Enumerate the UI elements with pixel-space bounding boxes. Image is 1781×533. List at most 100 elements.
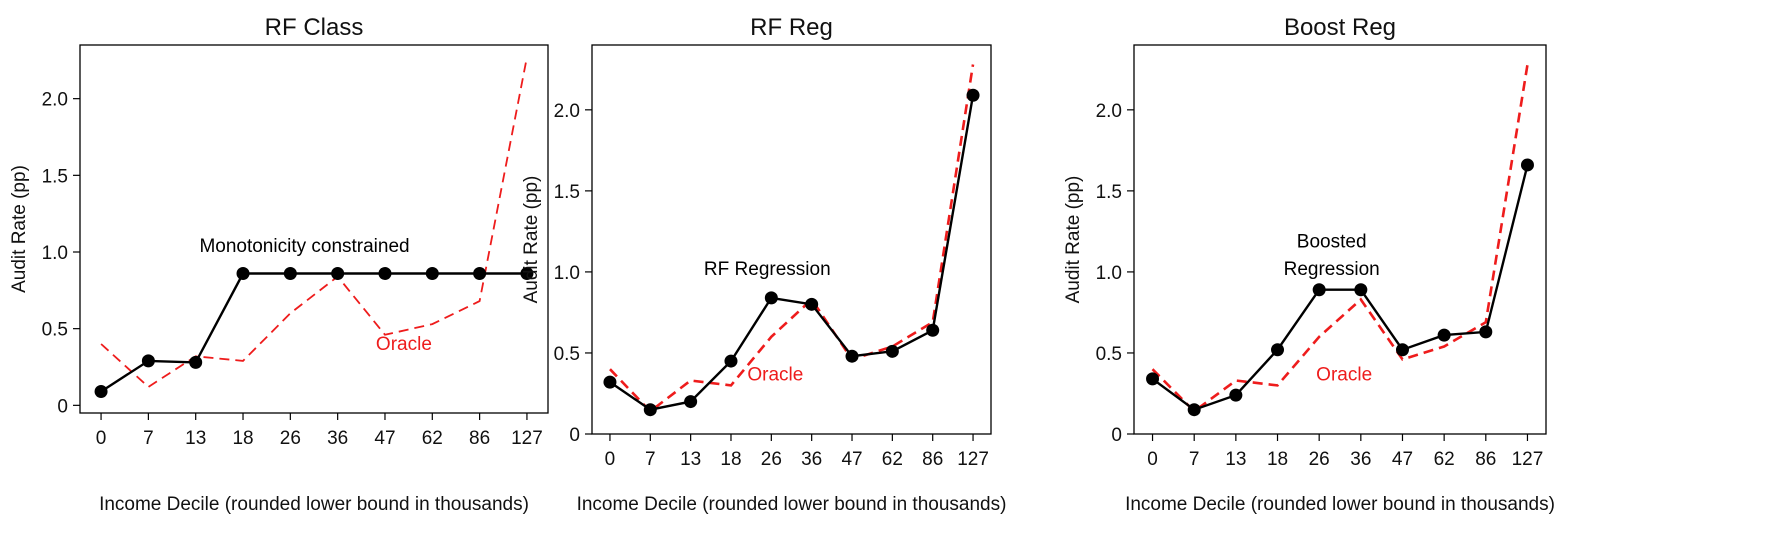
data-point [1312, 283, 1326, 297]
data-point [1395, 343, 1409, 357]
data-point [1437, 328, 1451, 342]
x-tick-label: 26 [1309, 449, 1330, 470]
x-tick-label: 0 [605, 449, 616, 470]
x-tick-label: 13 [680, 449, 701, 470]
series-line-oracle [100, 57, 528, 389]
x-axis-label: Income Decile (rounded lower bound in th… [577, 494, 1007, 515]
x-tick-label: 47 [841, 449, 862, 470]
data-point [1229, 388, 1243, 402]
chart-panel-1: RF Class 0 7 13 18 26 36 47 62 86 127 0 0.5 1.0 1.5 2.0… [9, 14, 549, 515]
x-tick-label: 47 [374, 428, 395, 449]
y-tick-label: 1.5 [1096, 182, 1122, 203]
data-point [520, 266, 534, 280]
series-line-oracle [1151, 64, 1529, 414]
data-point [1271, 343, 1285, 357]
data-point [845, 349, 859, 363]
plot-frame [591, 44, 992, 435]
x-tick-label: 7 [645, 449, 656, 470]
x-tick-label: 18 [720, 449, 741, 470]
y-tick-label: 2.0 [42, 90, 68, 111]
annotation-label: Oracle [1316, 365, 1372, 386]
data-point [926, 323, 940, 337]
data-point [331, 266, 345, 280]
x-tick-label: 127 [511, 428, 543, 449]
x-tick-label: 0 [96, 428, 107, 449]
x-tick-label: 47 [1392, 449, 1413, 470]
x-axis-label: Income Decile (rounded lower bound in th… [99, 494, 529, 515]
x-tick-label: 26 [761, 449, 782, 470]
x-tick-label: 7 [143, 428, 154, 449]
y-tick-label: 2.0 [1096, 101, 1122, 122]
y-tick-label: 0.5 [1096, 344, 1122, 365]
data-point [378, 266, 392, 280]
data-point [94, 385, 108, 399]
x-tick-label: 18 [1267, 449, 1288, 470]
y-tick-label: 1.5 [554, 182, 580, 203]
data-point [885, 344, 899, 358]
data-point [1520, 158, 1534, 172]
y-tick-label: 1.0 [42, 243, 68, 264]
data-point [141, 354, 155, 368]
data-point [1187, 403, 1201, 417]
x-tick-label: 62 [422, 428, 443, 449]
x-tick-label: 0 [1147, 449, 1158, 470]
x-tick-label: 62 [1434, 449, 1455, 470]
y-axis-label: Audit Rate (pp) [521, 176, 542, 304]
y-tick-label: 1.5 [42, 166, 68, 187]
data-point [603, 375, 617, 389]
data-point [684, 395, 698, 409]
series-line-model [609, 94, 975, 411]
data-point [473, 266, 487, 280]
y-tick-label: 0 [57, 396, 68, 417]
data-point [643, 403, 657, 417]
series-line-oracle [609, 64, 975, 414]
series-line-model [1151, 164, 1529, 412]
data-point [189, 355, 203, 369]
data-point [1479, 325, 1493, 339]
x-tick-label: 13 [1225, 449, 1246, 470]
data-point [805, 297, 819, 311]
chart-title: Boost Reg [1284, 14, 1396, 41]
chart-title: RF Class [265, 14, 364, 41]
chart-panel-3: Boost Reg 0 7 13 18 26 36 47 62 86 127 0 0.5 1.0 1.5 2.… [1063, 14, 1555, 515]
data-point [425, 266, 439, 280]
data-point [966, 88, 980, 102]
data-point [1146, 372, 1160, 386]
plot-frame [79, 44, 549, 414]
x-tick-label: 36 [327, 428, 348, 449]
data-point [236, 266, 250, 280]
chart-panel-2: RF Reg 0 7 13 18 26 36 47 62 86 127 0 0.5 1.0 1.5 2.0 In… [521, 14, 1006, 515]
x-tick-label: 36 [1350, 449, 1371, 470]
x-tick-label: 127 [1512, 449, 1544, 470]
y-tick-label: 0 [569, 425, 580, 446]
x-tick-label: 86 [469, 428, 490, 449]
annotation-label: Monotonicity constrained [199, 236, 409, 257]
data-point [1354, 283, 1368, 297]
y-tick-label: 1.0 [1096, 263, 1122, 284]
annotation-label: Boosted [1297, 232, 1367, 253]
data-point [764, 291, 778, 305]
y-tick-label: 0.5 [554, 344, 580, 365]
annotation-label: Regression [1284, 259, 1380, 280]
y-axis-label: Audit Rate (pp) [9, 165, 30, 293]
x-tick-label: 127 [957, 449, 989, 470]
y-tick-label: 1.0 [554, 263, 580, 284]
series-line-model [100, 272, 527, 393]
annotation-label: Oracle [376, 334, 432, 355]
y-tick-label: 0 [1111, 425, 1122, 446]
x-tick-label: 7 [1189, 449, 1200, 470]
x-tick-label: 36 [801, 449, 822, 470]
plot-frame [1133, 44, 1547, 435]
data-point [724, 354, 738, 368]
x-axis-label: Income Decile (rounded lower bound in th… [1125, 494, 1555, 515]
x-tick-label: 26 [280, 428, 301, 449]
data-point [283, 266, 297, 280]
y-tick-label: 0.5 [42, 320, 68, 341]
x-tick-label: 13 [185, 428, 206, 449]
x-tick-label: 62 [882, 449, 903, 470]
chart-title: RF Reg [750, 14, 833, 41]
x-tick-label: 86 [1475, 449, 1496, 470]
x-tick-label: 86 [922, 449, 943, 470]
annotation-label: RF Regression [704, 259, 831, 280]
